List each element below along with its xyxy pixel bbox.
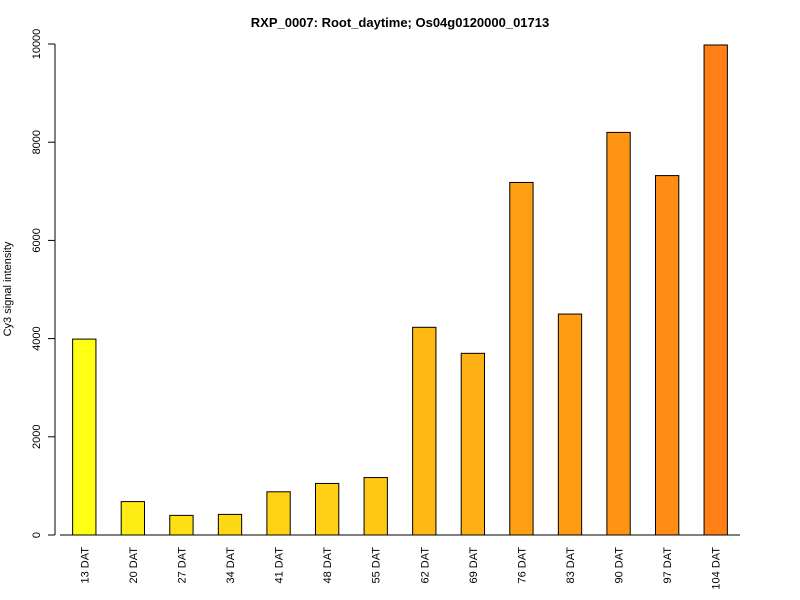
y-tick-label: 6000 [31, 228, 43, 252]
bar [509, 181, 534, 536]
bar [363, 477, 388, 536]
y-tick-label: 10000 [31, 29, 43, 60]
x-tick-label: 83 DAT [565, 547, 577, 584]
y-tick-label: 4000 [31, 326, 43, 350]
x-tick-label: 20 DAT [128, 547, 140, 584]
bar [120, 501, 146, 536]
x-tick-label: 13 DAT [79, 547, 91, 584]
x-tick-label: 34 DAT [225, 547, 237, 584]
x-tick-label: 69 DAT [468, 547, 480, 584]
x-tick-label: 104 DAT [711, 547, 723, 590]
bar [606, 131, 631, 536]
x-tick-label: 97 DAT [662, 547, 674, 584]
x-tick-label: 62 DAT [419, 547, 431, 584]
y-tick-label: 8000 [31, 130, 43, 154]
x-tick-label: 27 DAT [176, 547, 188, 584]
x-tick-label: 90 DAT [614, 547, 626, 584]
x-tick-label: 48 DAT [322, 547, 334, 584]
bar [460, 352, 486, 536]
bar [412, 326, 437, 536]
x-tick-label: 76 DAT [516, 547, 528, 584]
bar [654, 175, 680, 536]
bar [703, 44, 728, 536]
x-axis: 13 DAT 20 DAT 27 DAT 34 DAT 41 DAT 48 DAT 55 D… [60, 534, 740, 590]
y-tick-label: 2000 [31, 425, 43, 449]
bar [266, 491, 291, 536]
bar [314, 482, 340, 536]
x-tick-label: 55 DAT [371, 547, 383, 584]
y-tick-label: 0 [31, 532, 43, 538]
bars-group [72, 44, 728, 536]
y-axis: 0 2000 4000 6000 8000 10000 [31, 29, 56, 538]
bar [557, 313, 583, 536]
bar [217, 513, 243, 536]
chart-title: RXP_0007: Root_daytime; Os04g0120000_017… [251, 15, 549, 30]
y-axis-label: Cy3 signal intensity [2, 241, 14, 336]
x-tick-label: 41 DAT [274, 547, 286, 584]
bar [72, 338, 97, 536]
bar [169, 514, 194, 536]
